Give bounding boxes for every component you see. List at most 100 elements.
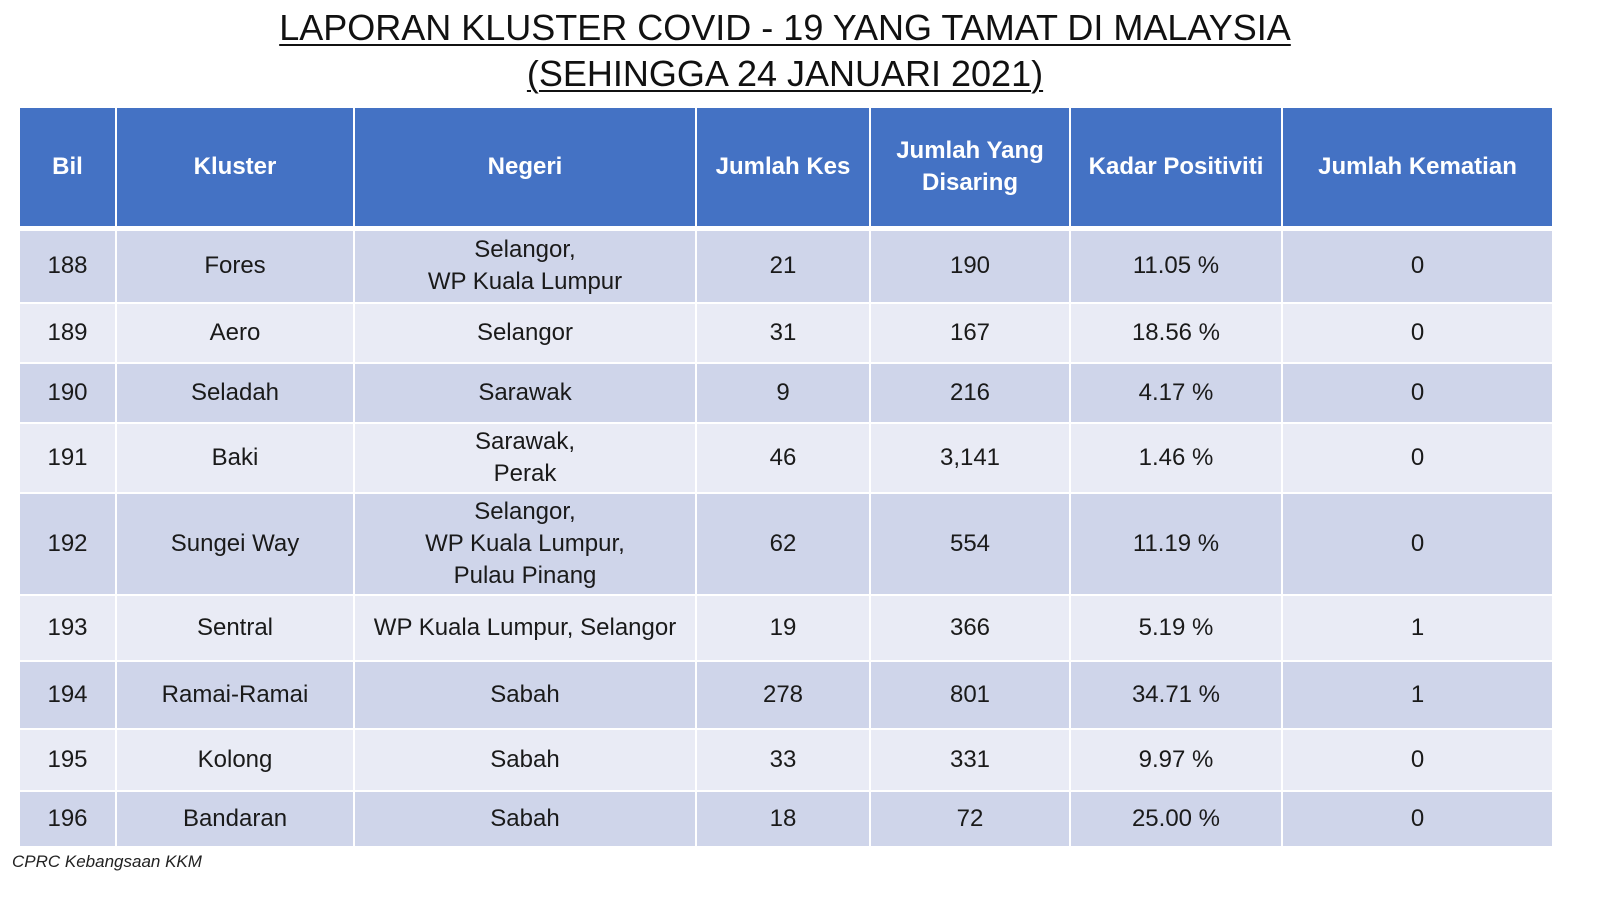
cell-jumlah-kematian: 0 bbox=[1281, 302, 1552, 364]
cell-negeri: Sabah bbox=[353, 728, 697, 792]
cluster-report-table: Bil Kluster Negeri Jumlah Kes Jumlah Yan… bbox=[20, 108, 1552, 848]
header-negeri: Negeri bbox=[353, 108, 697, 231]
cell-jumlah-kematian: 0 bbox=[1281, 492, 1552, 596]
cell-jumlah-kematian: 0 bbox=[1281, 228, 1552, 304]
negeri-line: Selangor bbox=[476, 318, 574, 346]
cell-bil: 193 bbox=[20, 594, 117, 662]
cell-jumlah-kematian: 0 bbox=[1281, 422, 1552, 494]
cell-kadar-positiviti: 5.19 % bbox=[1069, 594, 1283, 662]
negeri-line: WP Kuala Lumpur, Selangor bbox=[373, 613, 677, 641]
cell-kluster: Seladah bbox=[115, 362, 355, 424]
report-title-text: LAPORAN KLUSTER COVID - 19 YANG TAMAT DI… bbox=[279, 7, 1291, 48]
negeri-line: Sarawak, bbox=[474, 427, 576, 455]
cell-jumlah-disaring: 72 bbox=[869, 790, 1071, 848]
table-row: 193 Sentral WP Kuala Lumpur, Selangor 19 366… bbox=[20, 594, 1552, 662]
cell-jumlah-kes: 46 bbox=[695, 422, 871, 494]
cell-negeri: Sarawak bbox=[353, 362, 697, 424]
table-row: 191 Baki Sarawak, Perak 46 3,141 1.46 % 0 bbox=[20, 422, 1552, 494]
table-row: 189 Aero Selangor 31 167 18.56 % 0 bbox=[20, 302, 1552, 364]
cell-bil: 196 bbox=[20, 790, 117, 848]
cell-bil: 190 bbox=[20, 362, 117, 424]
cell-jumlah-kes: 33 bbox=[695, 728, 871, 792]
cell-jumlah-kematian: 0 bbox=[1281, 790, 1552, 848]
header-kluster: Kluster bbox=[115, 108, 355, 231]
cell-kluster: Sungei Way bbox=[115, 492, 355, 596]
cell-jumlah-kematian: 0 bbox=[1281, 728, 1552, 792]
cell-kadar-positiviti: 11.05 % bbox=[1069, 228, 1283, 304]
cell-negeri: Sabah bbox=[353, 660, 697, 730]
cell-jumlah-kematian: 0 bbox=[1281, 362, 1552, 424]
cell-jumlah-disaring: 801 bbox=[869, 660, 1071, 730]
table-row: 188 Fores Selangor, WP Kuala Lumpur 21 190 11.… bbox=[20, 228, 1552, 304]
negeri-line: Sabah bbox=[490, 680, 560, 708]
cell-negeri: Selangor, WP Kuala Lumpur, Pulau Pinang bbox=[353, 492, 697, 596]
header-jumlah-kes: Jumlah Kes bbox=[695, 108, 871, 231]
report-subtitle-text: (SEHINGGA 24 JANUARI 2021) bbox=[526, 53, 1044, 94]
table-row: 190 Seladah Sarawak 9 216 4.17 % 0 bbox=[20, 362, 1552, 424]
cell-jumlah-kes: 62 bbox=[695, 492, 871, 596]
header-jumlah-disaring: Jumlah Yang Disaring bbox=[869, 108, 1071, 231]
cell-jumlah-disaring: 331 bbox=[869, 728, 1071, 792]
table-row: 195 Kolong Sabah 33 331 9.97 % 0 bbox=[20, 728, 1552, 792]
negeri-line: Sarawak bbox=[478, 378, 572, 406]
negeri-line: WP Kuala Lumpur, bbox=[425, 529, 625, 557]
cell-kluster: Bandaran bbox=[115, 790, 355, 848]
table-row: 196 Bandaran Sabah 18 72 25.00 % 0 bbox=[20, 790, 1552, 848]
cell-jumlah-kes: 278 bbox=[695, 660, 871, 730]
header-jumlah-kematian: Jumlah Kematian bbox=[1281, 108, 1552, 231]
cell-kluster: Baki bbox=[115, 422, 355, 494]
cell-jumlah-disaring: 3,141 bbox=[869, 422, 1071, 494]
cell-jumlah-kes: 21 bbox=[695, 228, 871, 304]
cell-kluster: Ramai-Ramai bbox=[115, 660, 355, 730]
cell-jumlah-kes: 19 bbox=[695, 594, 871, 662]
negeri-line: Sabah bbox=[490, 804, 560, 832]
table-row: 192 Sungei Way Selangor, WP Kuala Lumpur, Pu… bbox=[20, 492, 1552, 596]
cell-kadar-positiviti: 4.17 % bbox=[1069, 362, 1283, 424]
cell-jumlah-disaring: 190 bbox=[869, 228, 1071, 304]
cell-jumlah-kes: 18 bbox=[695, 790, 871, 848]
cell-kadar-positiviti: 11.19 % bbox=[1069, 492, 1283, 596]
cell-jumlah-disaring: 167 bbox=[869, 302, 1071, 364]
cell-negeri: Sarawak, Perak bbox=[353, 422, 697, 494]
cell-kluster: Aero bbox=[115, 302, 355, 364]
negeri-line: Selangor, bbox=[474, 497, 576, 525]
cell-bil: 192 bbox=[20, 492, 117, 596]
negeri-line: Pulau Pinang bbox=[453, 561, 597, 589]
header-kadar-positiviti: Kadar Positiviti bbox=[1069, 108, 1283, 231]
table-row: 194 Ramai-Ramai Sabah 278 801 34.71 % 1 bbox=[20, 660, 1552, 730]
table-header-row: Bil Kluster Negeri Jumlah Kes Jumlah Yan… bbox=[20, 108, 1552, 231]
cell-bil: 195 bbox=[20, 728, 117, 792]
report-subtitle: (SEHINGGA 24 JANUARI 2021) bbox=[0, 52, 1570, 96]
cell-jumlah-disaring: 366 bbox=[869, 594, 1071, 662]
table-body: 188 Fores Selangor, WP Kuala Lumpur 21 190 11.… bbox=[20, 228, 1552, 848]
cell-jumlah-kematian: 1 bbox=[1281, 660, 1552, 730]
cell-kadar-positiviti: 34.71 % bbox=[1069, 660, 1283, 730]
cell-bil: 188 bbox=[20, 228, 117, 304]
cell-bil: 189 bbox=[20, 302, 117, 364]
cell-bil: 191 bbox=[20, 422, 117, 494]
cell-jumlah-kematian: 1 bbox=[1281, 594, 1552, 662]
cell-jumlah-kes: 9 bbox=[695, 362, 871, 424]
cell-bil: 194 bbox=[20, 660, 117, 730]
cell-kadar-positiviti: 9.97 % bbox=[1069, 728, 1283, 792]
cell-negeri: WP Kuala Lumpur, Selangor bbox=[353, 594, 697, 662]
source-note: CPRC Kebangsaan KKM bbox=[12, 852, 202, 871]
cell-kluster: Fores bbox=[115, 228, 355, 304]
cell-negeri: Selangor bbox=[353, 302, 697, 364]
header-bil: Bil bbox=[20, 108, 117, 231]
cell-kadar-positiviti: 1.46 % bbox=[1069, 422, 1283, 494]
cell-jumlah-disaring: 554 bbox=[869, 492, 1071, 596]
cell-kluster: Kolong bbox=[115, 728, 355, 792]
cell-kluster: Sentral bbox=[115, 594, 355, 662]
cell-jumlah-kes: 31 bbox=[695, 302, 871, 364]
report-title: LAPORAN KLUSTER COVID - 19 YANG TAMAT DI… bbox=[0, 6, 1570, 50]
cell-negeri: Sabah bbox=[353, 790, 697, 848]
cell-kadar-positiviti: 25.00 % bbox=[1069, 790, 1283, 848]
cell-kadar-positiviti: 18.56 % bbox=[1069, 302, 1283, 364]
negeri-line: WP Kuala Lumpur bbox=[427, 268, 623, 296]
negeri-line: Selangor, bbox=[474, 236, 576, 264]
negeri-line: Sabah bbox=[490, 745, 560, 773]
cell-jumlah-disaring: 216 bbox=[869, 362, 1071, 424]
negeri-line: Perak bbox=[493, 459, 557, 487]
cell-negeri: Selangor, WP Kuala Lumpur bbox=[353, 228, 697, 304]
